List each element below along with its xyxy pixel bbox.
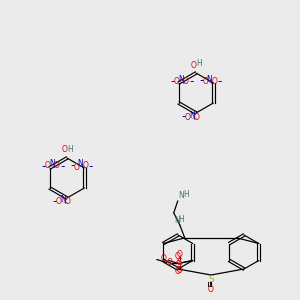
Text: S: S	[177, 258, 183, 267]
Text: N: N	[206, 74, 212, 83]
Text: O: O	[212, 76, 217, 85]
Text: +: +	[209, 80, 214, 85]
Text: N: N	[49, 160, 55, 169]
Text: +: +	[191, 116, 196, 121]
Text: O: O	[74, 163, 79, 172]
Text: O: O	[45, 161, 51, 170]
Text: -: -	[61, 160, 65, 173]
Text: -: -	[199, 74, 203, 88]
Text: O: O	[208, 284, 214, 293]
Text: O: O	[177, 250, 183, 259]
Text: +: +	[62, 200, 68, 206]
Text: H: H	[183, 190, 189, 200]
Text: -: -	[190, 76, 194, 88]
Text: -: -	[41, 160, 46, 173]
Text: -: -	[182, 110, 186, 124]
Text: O: O	[62, 146, 68, 154]
Text: -: -	[217, 76, 221, 88]
Text: N: N	[77, 160, 83, 169]
Text: N: N	[178, 191, 184, 200]
Text: O: O	[65, 197, 71, 206]
Text: O: O	[191, 61, 197, 70]
Text: O: O	[161, 254, 167, 263]
Text: S: S	[208, 275, 214, 284]
Text: N: N	[189, 110, 195, 119]
Text: O: O	[54, 161, 60, 170]
Text: N: N	[60, 196, 66, 205]
Text: S: S	[176, 260, 182, 269]
Text: O: O	[175, 252, 181, 261]
Text: O: O	[174, 76, 180, 85]
Text: O: O	[167, 258, 173, 267]
Text: O: O	[175, 267, 181, 276]
Text: O: O	[177, 266, 183, 275]
Text: O: O	[82, 161, 88, 170]
Text: O: O	[56, 197, 62, 206]
Text: -: -	[170, 76, 175, 88]
Text: H: H	[178, 215, 184, 224]
Text: N: N	[178, 74, 184, 83]
Text: +: +	[80, 164, 85, 169]
Text: +: +	[51, 164, 56, 169]
Text: N: N	[174, 216, 180, 225]
Text: O: O	[202, 77, 208, 86]
Text: H: H	[67, 145, 73, 154]
Text: O: O	[185, 112, 191, 122]
Text: O: O	[194, 112, 200, 122]
Text: +: +	[180, 80, 185, 85]
Text: -: -	[53, 196, 57, 208]
Text: -: -	[88, 160, 92, 173]
Text: O: O	[183, 76, 189, 85]
Text: -: -	[70, 160, 74, 172]
Text: H: H	[196, 59, 202, 68]
